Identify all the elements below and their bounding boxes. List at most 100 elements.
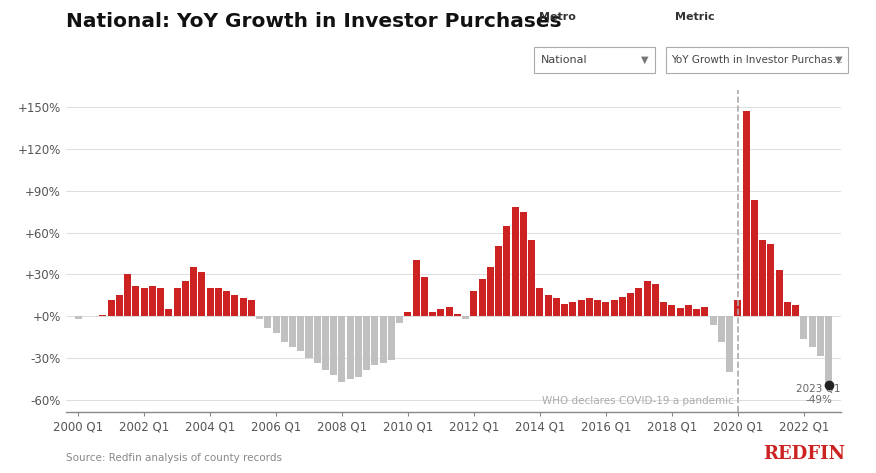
Bar: [577, 299, 584, 316]
Text: National: YoY Growth in Investor Purchases: National: YoY Growth in Investor Purchas…: [66, 12, 562, 31]
Text: YoY Growth in Investor Purchas...: YoY Growth in Investor Purchas...: [671, 55, 843, 65]
Bar: [371, 316, 378, 365]
Bar: [594, 299, 601, 316]
Bar: [504, 226, 511, 316]
Bar: [405, 312, 412, 316]
Bar: [569, 302, 576, 316]
Bar: [338, 316, 345, 382]
Bar: [495, 246, 502, 316]
Bar: [652, 284, 659, 316]
Bar: [379, 316, 386, 363]
Bar: [149, 286, 156, 316]
Bar: [693, 309, 700, 316]
Bar: [446, 307, 453, 316]
Bar: [726, 316, 733, 372]
Text: REDFIN: REDFIN: [763, 445, 845, 463]
Bar: [306, 316, 313, 359]
Bar: [463, 316, 470, 319]
Bar: [478, 279, 485, 316]
Bar: [364, 316, 371, 369]
Bar: [536, 289, 543, 316]
Bar: [124, 274, 131, 316]
Bar: [734, 299, 741, 316]
Bar: [775, 270, 782, 316]
Bar: [330, 316, 337, 375]
Bar: [619, 297, 626, 316]
Bar: [743, 111, 750, 316]
Bar: [231, 296, 238, 316]
Bar: [239, 298, 246, 316]
Bar: [116, 296, 123, 316]
FancyBboxPatch shape: [666, 47, 848, 73]
Bar: [759, 239, 766, 316]
Text: ▼: ▼: [835, 55, 843, 65]
Bar: [702, 307, 709, 316]
Text: Metric: Metric: [675, 12, 714, 22]
Bar: [792, 305, 799, 316]
Bar: [297, 316, 304, 351]
Bar: [562, 304, 569, 316]
Text: Source: Redfin analysis of county records: Source: Redfin analysis of county record…: [66, 453, 282, 463]
Bar: [388, 316, 395, 360]
Bar: [586, 298, 593, 316]
Bar: [487, 267, 494, 316]
Bar: [512, 207, 519, 316]
Bar: [322, 316, 329, 369]
FancyBboxPatch shape: [534, 47, 655, 73]
Bar: [215, 289, 222, 316]
Bar: [603, 302, 610, 316]
Text: Metro: Metro: [539, 12, 576, 22]
Bar: [166, 309, 173, 316]
Bar: [661, 302, 668, 316]
Bar: [314, 316, 321, 363]
Bar: [182, 281, 189, 316]
Bar: [140, 289, 147, 316]
Text: ▼: ▼: [640, 55, 648, 65]
Bar: [207, 289, 214, 316]
Bar: [190, 267, 197, 316]
Bar: [717, 316, 724, 342]
Bar: [801, 316, 808, 339]
Bar: [470, 291, 477, 316]
Bar: [289, 316, 296, 347]
Bar: [223, 291, 230, 316]
Bar: [429, 312, 436, 316]
Bar: [644, 281, 651, 316]
Bar: [157, 289, 164, 316]
Bar: [198, 272, 205, 316]
Bar: [809, 316, 816, 347]
Bar: [437, 309, 444, 316]
Bar: [685, 305, 692, 316]
Bar: [553, 298, 560, 316]
Bar: [784, 302, 791, 316]
Bar: [751, 201, 758, 316]
Text: National: National: [540, 55, 587, 65]
Bar: [99, 315, 106, 316]
Bar: [454, 314, 461, 316]
Bar: [347, 316, 354, 379]
Bar: [767, 244, 774, 316]
Bar: [520, 211, 527, 316]
Text: WHO declares COVID-19 a pandemic: WHO declares COVID-19 a pandemic: [542, 396, 734, 406]
Bar: [248, 299, 255, 316]
Bar: [265, 316, 272, 328]
Bar: [710, 316, 717, 325]
Bar: [413, 261, 420, 316]
Bar: [421, 277, 428, 316]
Bar: [256, 316, 263, 319]
Bar: [108, 299, 115, 316]
Bar: [396, 316, 403, 324]
Bar: [545, 296, 552, 316]
Bar: [627, 293, 634, 316]
Bar: [668, 305, 675, 316]
Bar: [74, 316, 81, 319]
Bar: [355, 316, 362, 377]
Bar: [132, 286, 139, 316]
Bar: [816, 316, 823, 356]
Text: 2023 Q1
-49%: 2023 Q1 -49%: [796, 384, 841, 405]
Bar: [528, 239, 535, 316]
Bar: [611, 299, 618, 316]
Bar: [272, 316, 279, 333]
Bar: [676, 308, 683, 316]
Bar: [825, 316, 832, 385]
